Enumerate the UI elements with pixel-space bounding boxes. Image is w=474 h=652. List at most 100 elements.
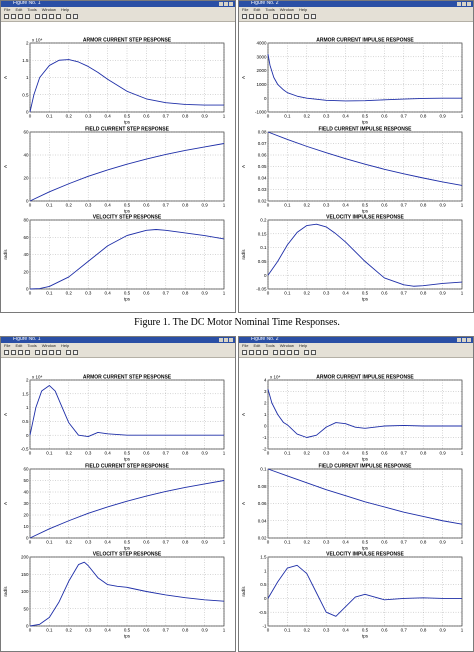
y-axis-label: A	[3, 413, 8, 416]
menu-tools[interactable]: Tools	[27, 7, 37, 12]
menu-file[interactable]: File	[4, 343, 11, 348]
text-icon[interactable]	[280, 14, 285, 19]
new-icon[interactable]	[242, 14, 247, 19]
window-title-bar[interactable]: Figure No. 2	[239, 1, 473, 7]
menu-tools[interactable]: Tools	[27, 343, 37, 348]
zoom-in-icon[interactable]	[66, 14, 71, 19]
y-axis-label: rad/s	[241, 249, 246, 260]
print-icon[interactable]	[25, 350, 30, 355]
rotate-icon[interactable]	[56, 14, 61, 19]
menu-file[interactable]: File	[4, 7, 11, 12]
open-icon[interactable]	[11, 350, 16, 355]
toolbar	[1, 349, 235, 358]
minimize-button[interactable]	[219, 338, 223, 342]
arrow-icon[interactable]	[273, 350, 278, 355]
line-icon[interactable]	[287, 14, 292, 19]
zoom-in-icon[interactable]	[304, 350, 309, 355]
menu-edit[interactable]: Edit	[15, 7, 23, 12]
y-tick-label: 0.06	[258, 153, 267, 158]
series-line	[29, 561, 225, 627]
maximize-button[interactable]	[224, 2, 228, 6]
menu-file[interactable]: File	[242, 7, 249, 12]
rotate-icon[interactable]	[294, 14, 299, 19]
zoom-out-icon[interactable]	[311, 350, 316, 355]
zoom-in-icon[interactable]	[304, 14, 309, 19]
save-icon[interactable]	[18, 14, 23, 19]
menu-help[interactable]: Help	[298, 343, 308, 348]
open-icon[interactable]	[249, 14, 254, 19]
save-icon[interactable]	[256, 14, 261, 19]
minimize-button[interactable]	[457, 338, 461, 342]
close-button[interactable]	[467, 338, 471, 342]
x-tick-label: 0.5	[124, 451, 131, 456]
rotate-icon[interactable]	[56, 350, 61, 355]
menu-edit[interactable]: Edit	[253, 343, 261, 348]
text-icon[interactable]	[42, 350, 47, 355]
x-tick-label: 0.8	[182, 203, 189, 208]
close-button[interactable]	[229, 2, 233, 6]
minimize-button[interactable]	[457, 2, 461, 6]
menu-edit[interactable]: Edit	[15, 343, 23, 348]
series-line	[267, 564, 462, 617]
close-button[interactable]	[467, 2, 471, 6]
arrow-icon[interactable]	[35, 350, 40, 355]
series-line	[29, 229, 225, 290]
new-icon[interactable]	[242, 350, 247, 355]
line-icon[interactable]	[287, 350, 292, 355]
arrow-icon[interactable]	[273, 14, 278, 19]
arrow-icon[interactable]	[35, 14, 40, 19]
x-axis-label: tps	[124, 546, 131, 551]
save-icon[interactable]	[256, 350, 261, 355]
y-tick-label: 0	[26, 287, 29, 292]
x-tick-label: 0.5	[124, 203, 131, 208]
window-title-bar[interactable]: Figure No. 2	[239, 337, 473, 343]
y-tick-label: 4	[264, 378, 267, 383]
menu-help[interactable]: Help	[60, 343, 70, 348]
x-tick-label: 0.4	[104, 628, 111, 633]
open-icon[interactable]	[249, 350, 254, 355]
x-tick-label: 0.5	[362, 451, 369, 456]
text-icon[interactable]	[280, 350, 285, 355]
maximize-button[interactable]	[462, 2, 466, 6]
zoom-out-icon[interactable]	[73, 14, 78, 19]
menu-window[interactable]: Window	[41, 7, 56, 12]
menu-window[interactable]: Window	[279, 7, 294, 12]
line-icon[interactable]	[49, 350, 54, 355]
print-icon[interactable]	[263, 350, 268, 355]
zoom-out-icon[interactable]	[73, 350, 78, 355]
window-title-bar[interactable]: Figure No. 1	[1, 337, 235, 343]
maximize-button[interactable]	[462, 338, 466, 342]
line-icon[interactable]	[49, 14, 54, 19]
menu-tools[interactable]: Tools	[265, 343, 275, 348]
chart-velocity-impulse: 0 0.1 0.2 0.3 0.4 0.5 0.6 0.7 0.8 0.9 1-0.0500.050…	[241, 215, 464, 302]
minimize-button[interactable]	[219, 2, 223, 6]
rotate-icon[interactable]	[294, 350, 299, 355]
close-button[interactable]	[229, 338, 233, 342]
print-icon[interactable]	[25, 14, 30, 19]
x-tick-label: 0.8	[420, 540, 427, 545]
new-icon[interactable]	[4, 350, 9, 355]
toolbar	[239, 13, 473, 22]
window-title-bar[interactable]: Figure No. 1	[1, 1, 235, 7]
menu-window[interactable]: Window	[41, 343, 56, 348]
save-icon[interactable]	[18, 350, 23, 355]
menu-window[interactable]: Window	[279, 343, 294, 348]
y-tick-label: 0.06	[258, 501, 267, 506]
y-axis-label: A	[241, 165, 246, 168]
menu-help[interactable]: Help	[60, 7, 70, 12]
x-axis-label: tps	[362, 209, 369, 214]
zoom-in-icon[interactable]	[66, 350, 71, 355]
x-tick-label: 0.8	[182, 291, 189, 296]
menu-tools[interactable]: Tools	[265, 7, 275, 12]
maximize-button[interactable]	[224, 338, 228, 342]
menu-help[interactable]: Help	[298, 7, 308, 12]
zoom-out-icon[interactable]	[311, 14, 316, 19]
menu-file[interactable]: File	[242, 343, 249, 348]
menu-edit[interactable]: Edit	[253, 7, 261, 12]
new-icon[interactable]	[4, 14, 9, 19]
print-icon[interactable]	[263, 14, 268, 19]
x-tick-label: 0.6	[381, 540, 388, 545]
chart-field-current-impulse-2: 0 0.1 0.2 0.3 0.4 0.5 0.6 0.7 0.8 0.9 1 0.02 0.04 0.0…	[241, 464, 464, 551]
text-icon[interactable]	[42, 14, 47, 19]
open-icon[interactable]	[11, 14, 16, 19]
